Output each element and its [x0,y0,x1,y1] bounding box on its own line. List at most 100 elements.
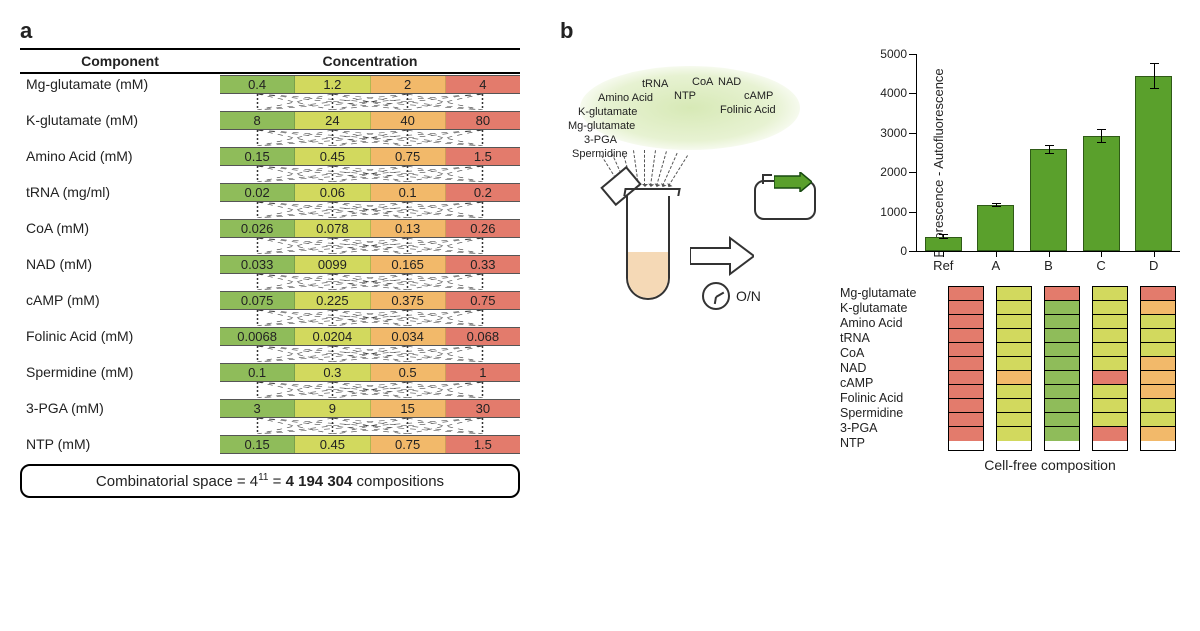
conc-cell: 0.5 [371,364,446,381]
bar [1135,76,1172,251]
component-label: 3-PGA (mM) [20,398,220,418]
conc-cell: 0.06 [295,184,370,201]
heatmap-cell [997,329,1031,343]
heatmap-cell [1045,371,1079,385]
conc-cell: 0.033 [220,256,295,273]
component-label: Folinic Acid (mM) [20,326,220,346]
conc-cell: 0.1 [371,184,446,201]
conc-row: 0.03300990.1650.33 [220,255,520,274]
component-label: NTP (mM) [20,434,220,454]
component-label: CoA (mM) [20,218,220,238]
heatmap-cell [1093,301,1127,315]
y-tick-label: 0 [900,244,917,258]
conc-cell: 0.26 [446,220,520,237]
ingredient-label: Amino Acid [598,92,653,105]
panel-b: b tRNANTPCoANADcAMPAmino AcidFolinic Aci… [560,18,1180,498]
heatmap: Mg-glutamateK-glutamateAmino AcidtRNACoA… [840,286,1180,451]
conc-row: 0.020.060.10.2 [220,183,520,202]
conc-cell: 0.026 [220,220,295,237]
conc-row: 391530 [220,399,520,418]
ingredient-label: K-glutamate [578,106,637,119]
bar [977,205,1014,251]
conc-cell: 0.0204 [295,328,370,345]
conc-cell: 15 [371,400,446,417]
conc-cell: 0.0068 [220,328,295,345]
conc-cell: 4 [446,76,520,93]
heatmap-cell [1045,385,1079,399]
conc-cell: 0.75 [371,148,446,165]
tube-icon [624,188,672,318]
heatmap-cell [1045,301,1079,315]
heatmap-cell [1045,315,1079,329]
heatmap-cell [949,385,983,399]
heatmap-cell [949,301,983,315]
combo-prefix: Combinatorial space = 4 [96,473,258,490]
heatmap-row-label: 3-PGA [840,421,948,436]
conc-cell: 0099 [295,256,370,273]
x-tick-label: B [1044,258,1053,273]
conc-cell: 0.45 [295,148,370,165]
heatmap-cell [997,301,1031,315]
plasmid-icon [754,180,816,220]
heatmap-row-label: Spermidine [840,406,948,421]
heatmap-cell [997,371,1031,385]
heatmap-cell [997,343,1031,357]
heatmap-cell [1141,427,1175,441]
heatmap-cell [997,357,1031,371]
heatmap-cell [1045,329,1079,343]
heatmap-cell [1093,385,1127,399]
conc-row: 8244080 [220,111,520,130]
conc-row: 0.150.450.751.5 [220,435,520,454]
conc-cell: 0.078 [295,220,370,237]
heatmap-cell [1093,399,1127,413]
conc-cell: 1.5 [446,148,520,165]
heatmap-row-label: Mg-glutamate [840,286,948,301]
bar-chart: Fluorescence - Autofluorescence 01000200… [870,48,1180,278]
y-tick-label: 3000 [880,126,917,140]
component-label: NAD (mM) [20,254,220,274]
conc-cell: 0.1 [220,364,295,381]
heatmap-cell [1093,427,1127,441]
heatmap-row-label: K-glutamate [840,301,948,316]
conc-cell: 0.2 [446,184,520,201]
combo-val: 4 194 304 [286,473,353,490]
conc-cell: 1.2 [295,76,370,93]
heatmap-cell [1141,385,1175,399]
concentration-table: Component Concentration Mg-glutamate (mM… [20,48,520,454]
ingredient-label: NTP [674,90,696,103]
ingredient-label: 3-PGA [584,134,617,147]
heatmap-cell [1093,287,1127,301]
heatmap-cell [949,413,983,427]
panel-b-label: b [560,18,1180,44]
y-tick-label: 2000 [880,165,917,179]
conc-cell: 80 [446,112,520,129]
x-tick-label: D [1149,258,1158,273]
heatmap-cell [1141,371,1175,385]
conc-cell: 0.034 [371,328,446,345]
heatmap-grid [948,286,1176,451]
heatmap-cell [1093,357,1127,371]
component-label: Spermidine (mM) [20,362,220,382]
conc-row: 0.0750.2250.3750.75 [220,291,520,310]
clock-icon [702,282,730,310]
combo-eq: = [269,473,286,490]
heatmap-cell [1093,343,1127,357]
heatmap-column [1092,286,1128,451]
conc-cell: 0.165 [371,256,446,273]
heatmap-cell [1141,413,1175,427]
th-concentration: Concentration [220,49,520,73]
y-tick-label: 5000 [880,47,917,61]
heatmap-cell [1141,357,1175,371]
ingredient-label: Mg-glutamate [568,120,635,133]
component-label: Amino Acid (mM) [20,146,220,166]
heatmap-cell [1093,315,1127,329]
heatmap-cell [949,287,983,301]
heatmap-row-label: NAD [840,361,948,376]
heatmap-x-title: Cell-free composition [920,457,1180,473]
heatmap-cell [1141,287,1175,301]
panel-a-label: a [20,18,520,44]
conc-cell: 0.15 [220,436,295,453]
conc-cell: 1 [446,364,520,381]
conc-cell: 0.4 [220,76,295,93]
heatmap-column [948,286,984,451]
